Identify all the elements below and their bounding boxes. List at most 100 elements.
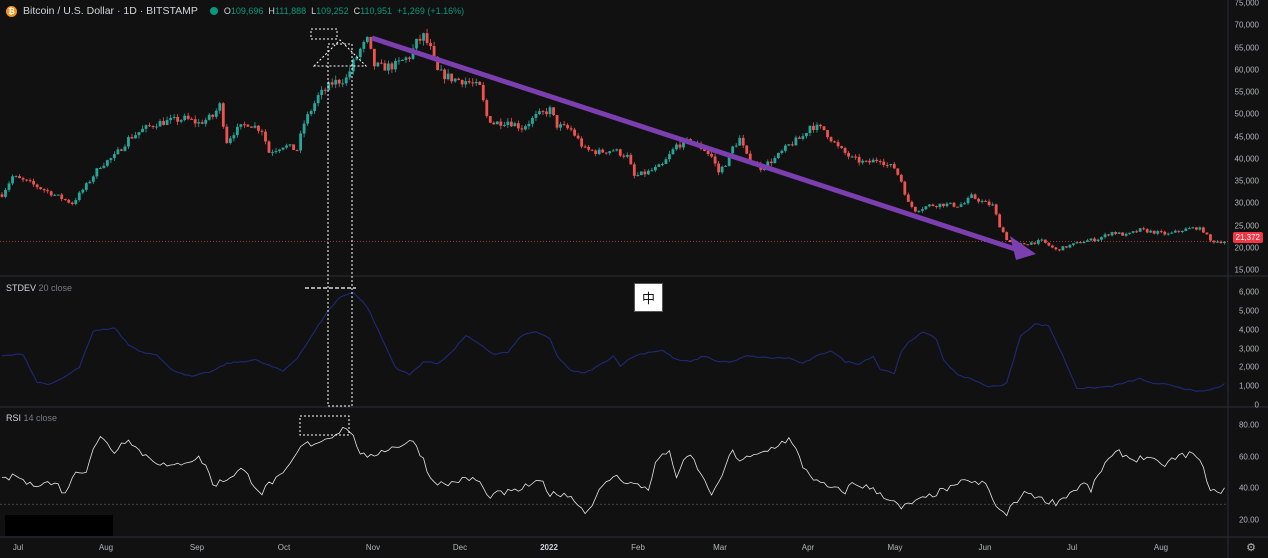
- candle-body: [0, 194, 4, 197]
- x-tick-label: Jul: [12, 543, 24, 552]
- candle-body: [7, 183, 11, 190]
- language-toggle-button[interactable]: 中: [634, 283, 663, 312]
- y-tick-label: 3,000: [1238, 344, 1259, 353]
- candle-body: [892, 164, 896, 169]
- candle-body: [731, 146, 735, 154]
- candle-body: [942, 203, 945, 207]
- candle-body: [622, 155, 626, 157]
- candle-body: [1036, 240, 1040, 244]
- candle-body: [49, 191, 53, 196]
- candle-body: [105, 160, 109, 166]
- candle-body: [32, 180, 36, 185]
- candle-body: [787, 144, 791, 146]
- candle-body: [896, 168, 900, 175]
- candle-body: [506, 121, 510, 125]
- y-tick-label: 45,000: [1234, 132, 1259, 141]
- candle-body: [337, 79, 341, 84]
- y-tick-label: 15,000: [1234, 265, 1259, 275]
- close-label: C: [353, 6, 361, 16]
- candle-body: [53, 194, 57, 196]
- candle-body: [618, 149, 622, 156]
- candle-body: [727, 153, 731, 166]
- candle-body: [169, 118, 173, 121]
- candle-body: [204, 119, 208, 124]
- candle-body: [394, 60, 397, 70]
- high-label: H: [268, 6, 275, 16]
- candle-body: [1166, 233, 1170, 235]
- candle-body: [671, 149, 675, 155]
- candle-body: [84, 183, 88, 190]
- trend-arrowhead: [1010, 236, 1036, 260]
- candle-body: [481, 84, 485, 101]
- candle-body: [334, 79, 338, 85]
- rsi-legend[interactable]: RSI 14 close: [6, 413, 57, 423]
- candle-body: [822, 126, 826, 131]
- candle-body: [1159, 231, 1163, 233]
- candle-body: [1117, 232, 1121, 234]
- stdev-legend[interactable]: STDEV 20 close: [6, 283, 72, 293]
- candle-body: [372, 48, 376, 67]
- candle-body: [446, 73, 450, 80]
- candle-body: [1152, 230, 1156, 234]
- candle-body: [488, 116, 492, 123]
- candle-body: [843, 148, 847, 153]
- candle-body: [615, 149, 619, 151]
- candle-body: [573, 129, 577, 136]
- gear-icon[interactable]: ⚙: [1246, 542, 1256, 554]
- open-label: O: [223, 6, 231, 16]
- x-tick-label: Jun: [978, 543, 992, 552]
- candle-body: [464, 81, 468, 85]
- candle-body: [313, 103, 317, 112]
- candle-body: [457, 78, 461, 80]
- candle-body: [773, 158, 777, 164]
- candle-body: [397, 60, 401, 62]
- candle-body: [369, 36, 373, 49]
- candle-body: [569, 128, 573, 130]
- candle-body: [267, 141, 271, 153]
- low-label: L: [311, 6, 317, 16]
- candle-body: [769, 161, 773, 164]
- candle-body: [741, 137, 745, 146]
- candle-body: [123, 146, 127, 151]
- y-tick-label: 40,000: [1234, 154, 1259, 164]
- candle-body: [460, 79, 464, 85]
- candle-body: [242, 124, 246, 126]
- candle-body: [141, 128, 144, 133]
- candle-body: [657, 164, 661, 167]
- candle-body: [682, 139, 685, 148]
- candle-body: [271, 152, 274, 154]
- candle-body: [840, 146, 843, 149]
- candle-body: [186, 115, 190, 119]
- candle-body: [970, 194, 973, 198]
- candle-body: [987, 201, 991, 206]
- candle-body: [323, 89, 327, 91]
- candle-body: [1138, 228, 1142, 232]
- candle-body: [587, 146, 591, 150]
- candle-body: [819, 124, 822, 127]
- open-value: 109,696: [230, 6, 264, 16]
- candle-body: [748, 153, 752, 163]
- candle-body: [443, 69, 447, 80]
- candle-body: [1065, 246, 1068, 248]
- candle-body: [801, 136, 805, 139]
- candle-body: [938, 203, 942, 208]
- candle-body: [1156, 231, 1160, 234]
- low-value: 109,252: [316, 6, 349, 16]
- y-tick-label: 60,000: [1234, 65, 1259, 75]
- candle-body: [467, 81, 471, 83]
- candle-body: [113, 154, 116, 159]
- candle-body: [25, 179, 28, 181]
- candle-body: [868, 160, 872, 163]
- candle-body: [1212, 240, 1216, 243]
- candle-body: [1089, 238, 1093, 241]
- symbol-title[interactable]: Bitcoin / U.S. Dollar · 1D · BITSTAMP: [23, 5, 198, 17]
- candle-body: [471, 82, 475, 84]
- candle-body: [250, 126, 253, 128]
- candle-body: [351, 59, 355, 72]
- candle-body: [35, 184, 39, 188]
- symbol-header[interactable]: ₿ Bitcoin / U.S. Dollar · 1D · BITSTAMP …: [6, 4, 464, 18]
- candle-body: [1173, 230, 1177, 233]
- candle-body: [408, 57, 411, 59]
